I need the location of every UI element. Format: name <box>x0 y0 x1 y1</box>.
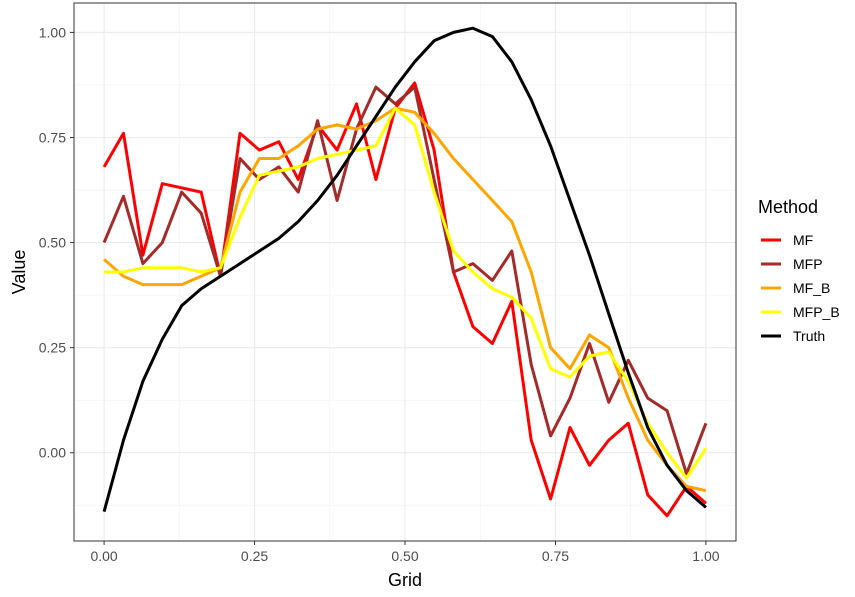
y-axis-title: Value <box>9 250 29 295</box>
grid-lines <box>74 3 736 541</box>
y-tick-label: 0.00 <box>39 445 66 461</box>
series-line-mfp-b <box>104 106 708 480</box>
legend-label-mfp: MFP <box>793 256 823 272</box>
x-tick-label: 0.75 <box>542 548 569 564</box>
y-tick-label: 1.00 <box>39 24 66 40</box>
series-lines <box>102 26 708 518</box>
x-tick-label: 0.50 <box>391 548 418 564</box>
legend-label-truth: Truth <box>793 328 825 344</box>
legend-title: Method <box>758 197 818 217</box>
x-tick-label: 0.00 <box>90 548 117 564</box>
series-line-truth <box>102 26 707 512</box>
x-tick-label: 1.00 <box>692 548 719 564</box>
legend-label-mf: MF <box>793 232 813 248</box>
y-tick-label: 0.25 <box>39 340 66 356</box>
x-axis-title: Grid <box>388 570 422 590</box>
legend: Method MF MFP MF_B MFP_B Truth <box>758 197 840 344</box>
axis-ticks: 0.00 0.25 0.50 0.75 1.00 0.00 0.25 0.50 0.75 1.00 <box>39 24 720 564</box>
series-line-mf-b <box>103 106 707 493</box>
y-tick-label: 0.75 <box>39 130 66 146</box>
legend-label-mf-b: MF_B <box>793 280 830 296</box>
x-tick-label: 0.25 <box>241 548 268 564</box>
series-line-mfp <box>102 85 708 476</box>
y-tick-label: 0.50 <box>39 235 66 251</box>
legend-label-mfp-b: MFP_B <box>793 304 840 320</box>
